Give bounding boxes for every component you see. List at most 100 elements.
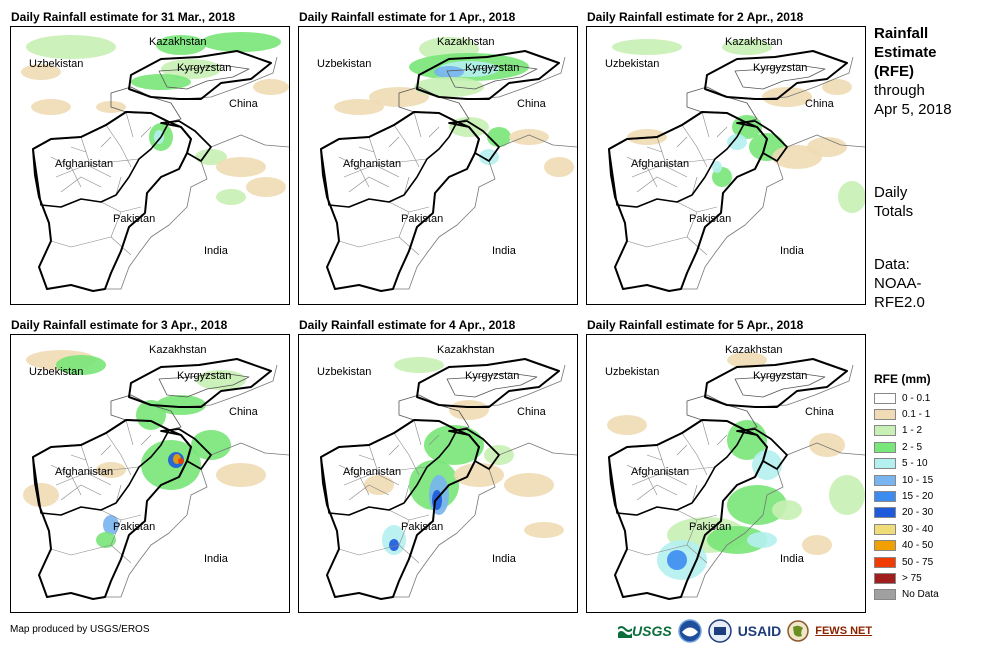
- side-title: Rainfall Estimate (RFE) through Apr 5, 2…: [874, 24, 952, 119]
- legend-item: 15 - 20: [874, 488, 939, 504]
- rainfall-map-5: Kazakhstan Uzbekistan Kyrgyzstan China Afgha…: [298, 334, 578, 613]
- legend-label: 30 - 40: [902, 523, 934, 535]
- rainfall-area: [131, 74, 191, 90]
- map-svg: Kazakhstan Uzbekistan Kyrgyzstan China Afgha…: [299, 27, 577, 304]
- rainfall-area: [156, 35, 206, 55]
- afghanistan-border: [32, 419, 170, 516]
- rainfall-area: [727, 134, 747, 150]
- legend-swatch: [874, 507, 896, 519]
- map-label-pakistan: Pakistan: [401, 521, 443, 533]
- map-svg: Kazakhstan Uzbekistan Kyrgyzstan China Afgha…: [11, 335, 289, 612]
- rainfall-area: [178, 458, 184, 464]
- legend-item: 2 - 5: [874, 439, 939, 455]
- kyrgyzstan-border: [128, 358, 272, 408]
- rainfall-area: [389, 539, 399, 551]
- rainfall-area: [727, 352, 767, 368]
- map-label-uzbekistan: Uzbekistan: [29, 58, 83, 70]
- rainfall-area: [246, 177, 286, 197]
- afghanistan-border: [320, 111, 458, 208]
- neighbor-border: [178, 364, 289, 456]
- province-boundaries: [50, 419, 152, 504]
- province-boundaries: [338, 111, 440, 196]
- province-boundaries: [338, 419, 440, 504]
- side-data-line-3: RFE2.0: [874, 294, 925, 311]
- map-label-india: India: [204, 553, 229, 565]
- side-through: through: [874, 82, 925, 99]
- rainfall-map-1: Kazakhstan Uzbekistan Kyrgyzstan China Afgha…: [10, 26, 290, 305]
- legend-label: 0 - 0.1: [902, 392, 931, 404]
- province-boundaries: [50, 201, 142, 256]
- province-boundaries: [50, 111, 152, 196]
- legend-label: 5 - 10: [902, 458, 928, 470]
- rainfall-area: [807, 137, 847, 157]
- rainfall-area: [607, 415, 647, 435]
- rainfall-area: [707, 526, 767, 554]
- map-label-uzbekistan: Uzbekistan: [605, 366, 659, 378]
- legend-item: 10 - 15: [874, 472, 939, 488]
- neighbor-border: [466, 56, 577, 148]
- side-totals-line-2: Totals: [874, 203, 914, 220]
- panel-title-1: Daily Rainfall estimate for 31 Mar., 201…: [11, 10, 236, 24]
- fewsnet-logo: FEWS NET: [815, 625, 872, 637]
- province-boundaries: [338, 201, 430, 256]
- rainfall-area: [195, 149, 227, 165]
- map-label-kazakhstan: Kazakhstan: [437, 344, 494, 356]
- kyrgyzstan-province: [734, 64, 826, 90]
- usaid-logo-text: USAID: [737, 623, 782, 639]
- noaa-logo-icon: [677, 619, 702, 643]
- rainfall-area: [667, 550, 687, 570]
- rainfall-area: [103, 515, 119, 535]
- rainfall-area: [26, 35, 116, 59]
- legend-label: No Data: [902, 589, 939, 601]
- rainfall-area: [712, 161, 722, 173]
- rainfall-area: [216, 157, 266, 177]
- map-label-kyrgyzstan: Kyrgyzstan: [177, 62, 231, 74]
- rainfall-area: [253, 79, 289, 95]
- rainfall-area: [56, 355, 106, 375]
- legend-item: 0 - 0.1: [874, 390, 939, 406]
- legend-label: 0.1 - 1: [902, 409, 931, 421]
- panel-title-5: Daily Rainfall estimate for 4 Apr., 2018: [299, 318, 516, 332]
- kyrgyzstan-province: [446, 372, 538, 398]
- rainfall-area: [727, 485, 787, 525]
- neighbor-border: [754, 56, 865, 148]
- province-boundaries: [338, 509, 430, 564]
- legend-item: 1 - 2: [874, 423, 939, 439]
- map-label-afghanistan: Afghanistan: [631, 466, 689, 478]
- side-data-line-1: Data:: [874, 256, 910, 273]
- map-label-pakistan: Pakistan: [689, 213, 731, 225]
- rainfall-area: [216, 189, 246, 205]
- map-label-pakistan: Pakistan: [401, 213, 443, 225]
- rainfall-area: [722, 39, 772, 55]
- neighbor-border: [178, 56, 289, 148]
- panel-title-6: Daily Rainfall estimate for 5 Apr., 2018: [587, 318, 804, 332]
- map-label-china: China: [805, 98, 835, 110]
- legend-swatch: [874, 409, 896, 421]
- nasa-style-seal-icon: [707, 619, 732, 643]
- rainfall-area: [829, 475, 865, 515]
- legend-item: 50 - 75: [874, 554, 939, 570]
- map-label-uzbekistan: Uzbekistan: [317, 366, 371, 378]
- map-label-india: India: [780, 245, 805, 257]
- tajikistan-border: [686, 86, 758, 123]
- province-boundaries: [50, 509, 142, 564]
- map-label-afghanistan: Afghanistan: [343, 158, 401, 170]
- afghanistan-border: [608, 419, 746, 516]
- legend: 0 - 0.1 0.1 - 1 1 - 2 2 - 5 5 - 10 10 - 15 15 …: [874, 390, 939, 603]
- map-label-kyrgyzstan: Kyrgyzstan: [465, 62, 519, 74]
- rainfall-area: [822, 79, 852, 95]
- side-data-line-2: NOAA-: [874, 275, 922, 292]
- rainfall-area: [524, 522, 564, 538]
- province-boundaries: [626, 509, 718, 564]
- legend-swatch: [874, 491, 896, 503]
- fewsnet-globe-icon: [787, 620, 809, 642]
- legend-item: > 75: [874, 570, 939, 586]
- legend-label: 40 - 50: [902, 540, 934, 552]
- panel-title-4: Daily Rainfall estimate for 3 Apr., 2018: [11, 318, 228, 332]
- legend-item: No Data: [874, 587, 939, 603]
- kyrgyzstan-border: [704, 358, 848, 408]
- rainfall-area: [612, 39, 682, 55]
- fewsnet-logo-text: FEWS NET: [815, 625, 873, 637]
- legend-swatch: [874, 474, 896, 486]
- rainfall-area: [449, 400, 489, 420]
